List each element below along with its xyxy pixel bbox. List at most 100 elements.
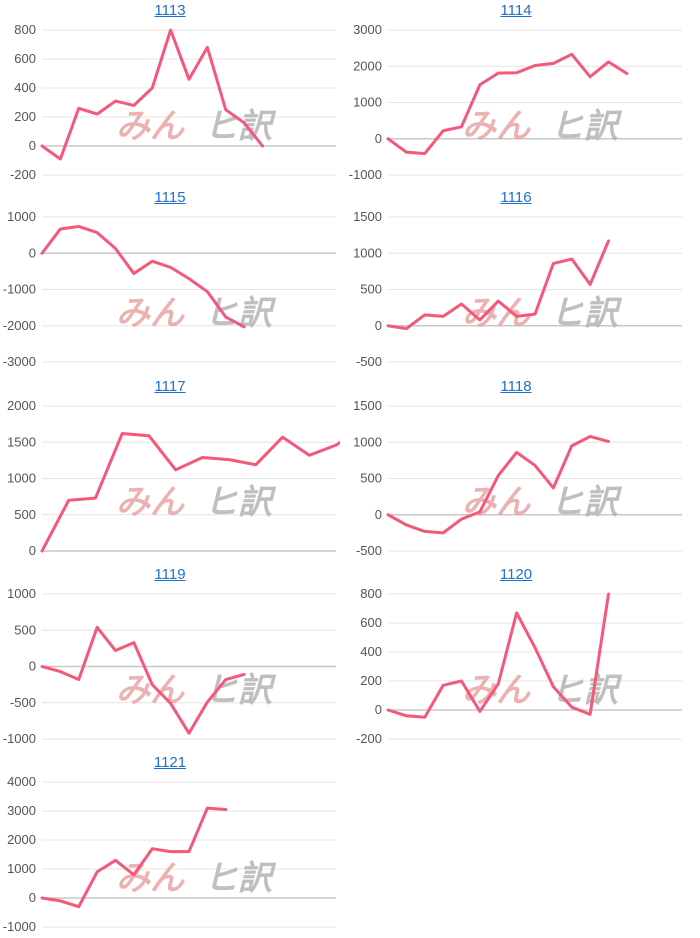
chart-title-link[interactable]: 1119 — [154, 566, 186, 583]
chart-svg: -500 0 500 1000 1500 みん ヒ訳 — [353, 398, 682, 558]
svg-text:ヒ訳: ヒ訳 — [550, 107, 623, 147]
svg-text:ヒ訳: ヒ訳 — [204, 294, 277, 334]
y-tick-label: 1000 — [7, 471, 36, 486]
chart-1120: -200 0 200 400 600 800 みん ヒ訳 1120 — [346, 564, 686, 749]
svg-text:みん: みん — [116, 294, 185, 334]
y-tick-label: 0 — [29, 890, 36, 905]
svg-text:ヒ訳: ヒ訳 — [550, 483, 623, 523]
svg-text:みん: みん — [116, 671, 185, 711]
y-tick-label: 2000 — [353, 58, 382, 73]
y-tick-label: -2000 — [3, 318, 36, 333]
series-line — [386, 52, 629, 156]
chart-svg: 0 500 1000 1500 2000 みん ヒ訳 — [7, 398, 340, 558]
y-tick-label: 0 — [375, 507, 382, 522]
y-tick-label: 4000 — [7, 774, 36, 789]
y-tick-label: -1000 — [3, 919, 36, 934]
y-tick-label: 2000 — [7, 832, 36, 847]
series-line — [386, 434, 610, 535]
watermark-logo: みん ヒ訳 — [116, 294, 277, 334]
y-tick-label: 1000 — [7, 586, 36, 601]
svg-text:みん: みん — [116, 859, 185, 899]
y-tick-label: 1500 — [7, 434, 36, 449]
y-tick-label: 0 — [29, 543, 36, 558]
chart-title-link[interactable]: 1113 — [154, 2, 186, 19]
svg-text:ヒ訳: ヒ訳 — [204, 483, 277, 523]
y-tick-label: 1000 — [353, 95, 382, 110]
svg-text:みん: みん — [116, 483, 185, 523]
y-tick-label: 0 — [29, 245, 36, 260]
chart-svg: -200 0 200 400 600 800 みん ヒ訳 — [10, 22, 336, 182]
y-tick-label: 500 — [360, 282, 382, 297]
chart-title-link[interactable]: 1114 — [500, 2, 532, 19]
y-tick-label: 1000 — [353, 245, 382, 260]
watermark-logo: みん ヒ訳 — [116, 671, 277, 711]
watermark-logo: みん ヒ訳 — [462, 671, 623, 711]
y-tick-label: 200 — [14, 109, 36, 124]
y-tick-label: 1500 — [353, 398, 382, 413]
chart-1118: -500 0 500 1000 1500 みん ヒ訳 1118 — [346, 376, 686, 561]
y-tick-label: 0 — [29, 659, 36, 674]
watermark-logo: みん ヒ訳 — [116, 107, 277, 147]
watermark-logo: みん ヒ訳 — [116, 859, 277, 899]
svg-text:みん: みん — [116, 107, 185, 147]
y-tick-label: -3000 — [3, 354, 36, 369]
y-tick-label: 0 — [375, 131, 382, 146]
svg-text:ヒ訳: ヒ訳 — [204, 859, 277, 899]
series-line — [40, 806, 228, 909]
y-tick-label: 0 — [375, 702, 382, 717]
chart-title-link[interactable]: 1118 — [500, 378, 532, 395]
y-tick-label: 1500 — [353, 209, 382, 224]
chart-title-link[interactable]: 1117 — [154, 378, 186, 395]
svg-text:ヒ訳: ヒ訳 — [550, 294, 623, 334]
series-line — [386, 592, 610, 719]
series-line — [40, 224, 246, 329]
series-line — [40, 432, 340, 553]
chart-svg: -3000 -2000 -1000 0 1000 みん ヒ訳 — [3, 209, 336, 369]
y-tick-label: -200 — [356, 731, 382, 746]
y-tick-label: 600 — [360, 615, 382, 630]
y-tick-label: 400 — [360, 644, 382, 659]
chart-1116: -500 0 500 1000 1500 みん ヒ訳 1116 — [346, 187, 686, 372]
y-tick-label: 400 — [14, 80, 36, 95]
chart-1113: -200 0 200 400 600 800 みん ヒ訳 1113 — [0, 0, 340, 185]
chart-1115: -3000 -2000 -1000 0 1000 みん ヒ訳 1115 — [0, 187, 340, 372]
y-tick-label: 3000 — [353, 22, 382, 37]
chart-svg: -1000 0 1000 2000 3000 4000 みん ヒ訳 — [3, 774, 336, 934]
chart-svg: -200 0 200 400 600 800 みん ヒ訳 — [356, 586, 682, 746]
series-line — [386, 239, 610, 331]
svg-text:みん: みん — [462, 483, 531, 523]
y-tick-label: 1000 — [7, 861, 36, 876]
y-tick-label: 800 — [360, 586, 382, 601]
watermark-logo: みん ヒ訳 — [462, 107, 623, 147]
y-tick-label: 600 — [14, 51, 36, 66]
svg-text:ヒ訳: ヒ訳 — [204, 107, 277, 147]
chart-title-link[interactable]: 1121 — [153, 754, 187, 771]
y-tick-label: 500 — [14, 622, 36, 637]
y-tick-label: -1000 — [349, 167, 382, 182]
svg-text:みん: みん — [462, 671, 531, 711]
y-tick-label: 3000 — [7, 803, 36, 818]
chart-title-link[interactable]: 1120 — [499, 566, 533, 583]
chart-title-link[interactable]: 1116 — [500, 189, 532, 206]
y-tick-label: 2000 — [7, 398, 36, 413]
chart-1121: -1000 0 1000 2000 3000 4000 みん ヒ訳 1121 — [0, 752, 340, 937]
y-tick-label: -200 — [10, 167, 36, 182]
chart-1119: -1000 -500 0 500 1000 みん ヒ訳 1119 — [0, 564, 340, 749]
chart-title-link[interactable]: 1115 — [154, 189, 186, 206]
watermark-logo: みん ヒ訳 — [116, 483, 277, 523]
y-tick-label: 200 — [360, 673, 382, 688]
chart-1114: -1000 0 1000 2000 3000 みん ヒ訳 1114 — [346, 0, 686, 185]
y-tick-label: -500 — [10, 695, 36, 710]
y-tick-label: -500 — [356, 543, 382, 558]
y-tick-label: -1000 — [3, 282, 36, 297]
y-tick-label: 1000 — [353, 434, 382, 449]
chart-1117: 0 500 1000 1500 2000 みん ヒ訳 1117 — [0, 376, 340, 561]
y-tick-label: 500 — [360, 471, 382, 486]
y-tick-label: 0 — [29, 138, 36, 153]
watermark-logo: みん ヒ訳 — [462, 483, 623, 523]
y-tick-label: 500 — [14, 507, 36, 522]
svg-text:みん: みん — [462, 107, 531, 147]
y-tick-label: -500 — [356, 354, 382, 369]
series-line — [40, 625, 246, 735]
y-tick-label: 1000 — [7, 209, 36, 224]
